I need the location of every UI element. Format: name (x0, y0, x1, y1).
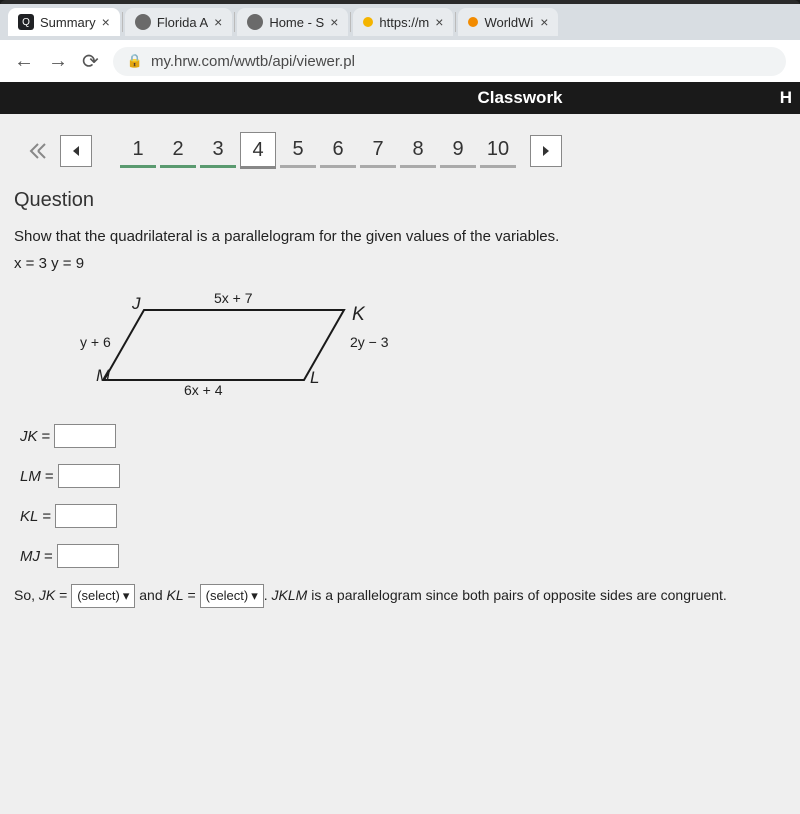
globe-icon (247, 14, 263, 30)
answer-row-MJ: MJ = (20, 544, 790, 568)
page-header-bar: Classwork H (0, 82, 800, 114)
eq-sign: = (45, 468, 54, 485)
answer-label: MJ (20, 548, 40, 565)
select-JK[interactable]: (select) ▾ (71, 584, 135, 608)
answer-list: JK = LM = KL = MJ = (20, 424, 790, 568)
vertex-L: L (310, 368, 319, 388)
eq-sign: = (42, 508, 51, 525)
answer-input-KL[interactable] (55, 504, 117, 528)
lock-icon: 🔒 (127, 53, 143, 69)
select-label: (select) (77, 586, 120, 606)
url-text: my.hrw.com/wwtb/api/viewer.pl (151, 53, 355, 70)
final-post1: . (264, 587, 272, 603)
close-icon[interactable]: × (214, 14, 222, 30)
header-title: Classwork (477, 88, 562, 107)
side-JM-label: y + 6 (80, 334, 111, 350)
tab-title-1: Florida A (157, 15, 208, 30)
question-given: x = 3 y = 9 (14, 255, 790, 272)
side-JK-label: 5x + 7 (214, 290, 253, 306)
chevron-down-icon: ▾ (251, 586, 258, 606)
tab-title-2: Home - S (269, 15, 324, 30)
tab-sep (122, 12, 123, 32)
question-pager: 1 2 3 4 5 6 7 8 9 10 (20, 132, 790, 169)
question-prompt: Show that the quadrilateral is a paralle… (14, 228, 790, 245)
pager-num-2[interactable]: 2 (160, 134, 196, 168)
answer-row-JK: JK = (20, 424, 790, 448)
pager-prev[interactable] (60, 135, 92, 167)
dot-icon (363, 17, 373, 27)
vertex-K: K (352, 304, 365, 326)
pager-first[interactable] (20, 133, 56, 169)
pager-num-10[interactable]: 10 (480, 134, 516, 168)
pager-num-1[interactable]: 1 (120, 134, 156, 168)
dot-icon (468, 17, 478, 27)
eq-sign: = (44, 548, 53, 565)
url-bar[interactable]: 🔒 my.hrw.com/wwtb/api/viewer.pl (113, 47, 786, 76)
pager-num-3[interactable]: 3 (200, 134, 236, 168)
tab-4[interactable]: WorldWi × (458, 8, 558, 36)
tab-2[interactable]: Home - S × (237, 8, 348, 36)
select-KL[interactable]: (select) ▾ (200, 584, 264, 608)
answer-row-KL: KL = (20, 504, 790, 528)
answer-row-LM: LM = (20, 464, 790, 488)
header-right: H (780, 88, 792, 108)
close-icon[interactable]: × (330, 14, 338, 30)
answer-label: KL (20, 508, 38, 525)
side-KL-label: 2y − 3 (350, 334, 389, 350)
tab-sep (350, 12, 351, 32)
final-statement: So, JK = (select) ▾ and KL = (select) ▾.… (14, 584, 774, 608)
final-kl: KL (167, 587, 184, 603)
tab-title-4: WorldWi (484, 15, 534, 30)
tab-0[interactable]: Q Summary × (8, 8, 120, 36)
chevron-down-icon: ▾ (123, 586, 130, 606)
pager-num-8[interactable]: 8 (400, 134, 436, 168)
final-quad: JKLM (272, 587, 308, 603)
eq-sign: = (42, 428, 51, 445)
back-icon[interactable]: ← (14, 50, 34, 73)
final-and: and (135, 587, 166, 603)
side-ML-label: 6x + 4 (184, 382, 223, 398)
question-header: Question (14, 189, 790, 212)
tab-1[interactable]: Florida A × (125, 8, 233, 36)
tab-title-3: https://m (379, 15, 429, 30)
parallelogram-diagram: J K L M 5x + 7 6x + 4 y + 6 2y − 3 (74, 290, 414, 400)
content-area: 1 2 3 4 5 6 7 8 9 10 Question Show that … (0, 114, 800, 814)
answer-label: JK (20, 428, 38, 445)
close-icon[interactable]: × (102, 14, 110, 30)
favicon-dark: Q (18, 14, 34, 30)
final-jk: JK (39, 587, 55, 603)
answer-input-JK[interactable] (54, 424, 116, 448)
answer-label: LM (20, 468, 41, 485)
answer-input-MJ[interactable] (57, 544, 119, 568)
pager-next[interactable] (530, 135, 562, 167)
vertex-M: M (96, 366, 110, 386)
address-bar-row: ← → ⟳ 🔒 my.hrw.com/wwtb/api/viewer.pl (0, 40, 800, 82)
final-eq2: = (184, 587, 200, 603)
vertex-J: J (132, 294, 141, 314)
close-icon[interactable]: × (435, 14, 443, 30)
tab-sep (234, 12, 235, 32)
reload-icon[interactable]: ⟳ (82, 49, 99, 74)
close-icon[interactable]: × (540, 14, 548, 30)
final-eq1: = (55, 587, 71, 603)
answer-input-LM[interactable] (58, 464, 120, 488)
pager-num-4[interactable]: 4 (240, 132, 276, 169)
select-label: (select) (206, 586, 249, 606)
pager-num-6[interactable]: 6 (320, 134, 356, 168)
globe-icon (135, 14, 151, 30)
forward-icon[interactable]: → (48, 50, 68, 73)
final-post2: is a parallelogram since both pairs of o… (307, 587, 726, 603)
tab-3[interactable]: https://m × (353, 8, 453, 36)
tab-sep (455, 12, 456, 32)
tab-title-0: Summary (40, 15, 96, 30)
browser-tabs: Q Summary × Florida A × Home - S × https… (0, 4, 800, 40)
pager-num-5[interactable]: 5 (280, 134, 316, 168)
pager-num-9[interactable]: 9 (440, 134, 476, 168)
pager-num-7[interactable]: 7 (360, 134, 396, 168)
final-pre: So, (14, 587, 39, 603)
